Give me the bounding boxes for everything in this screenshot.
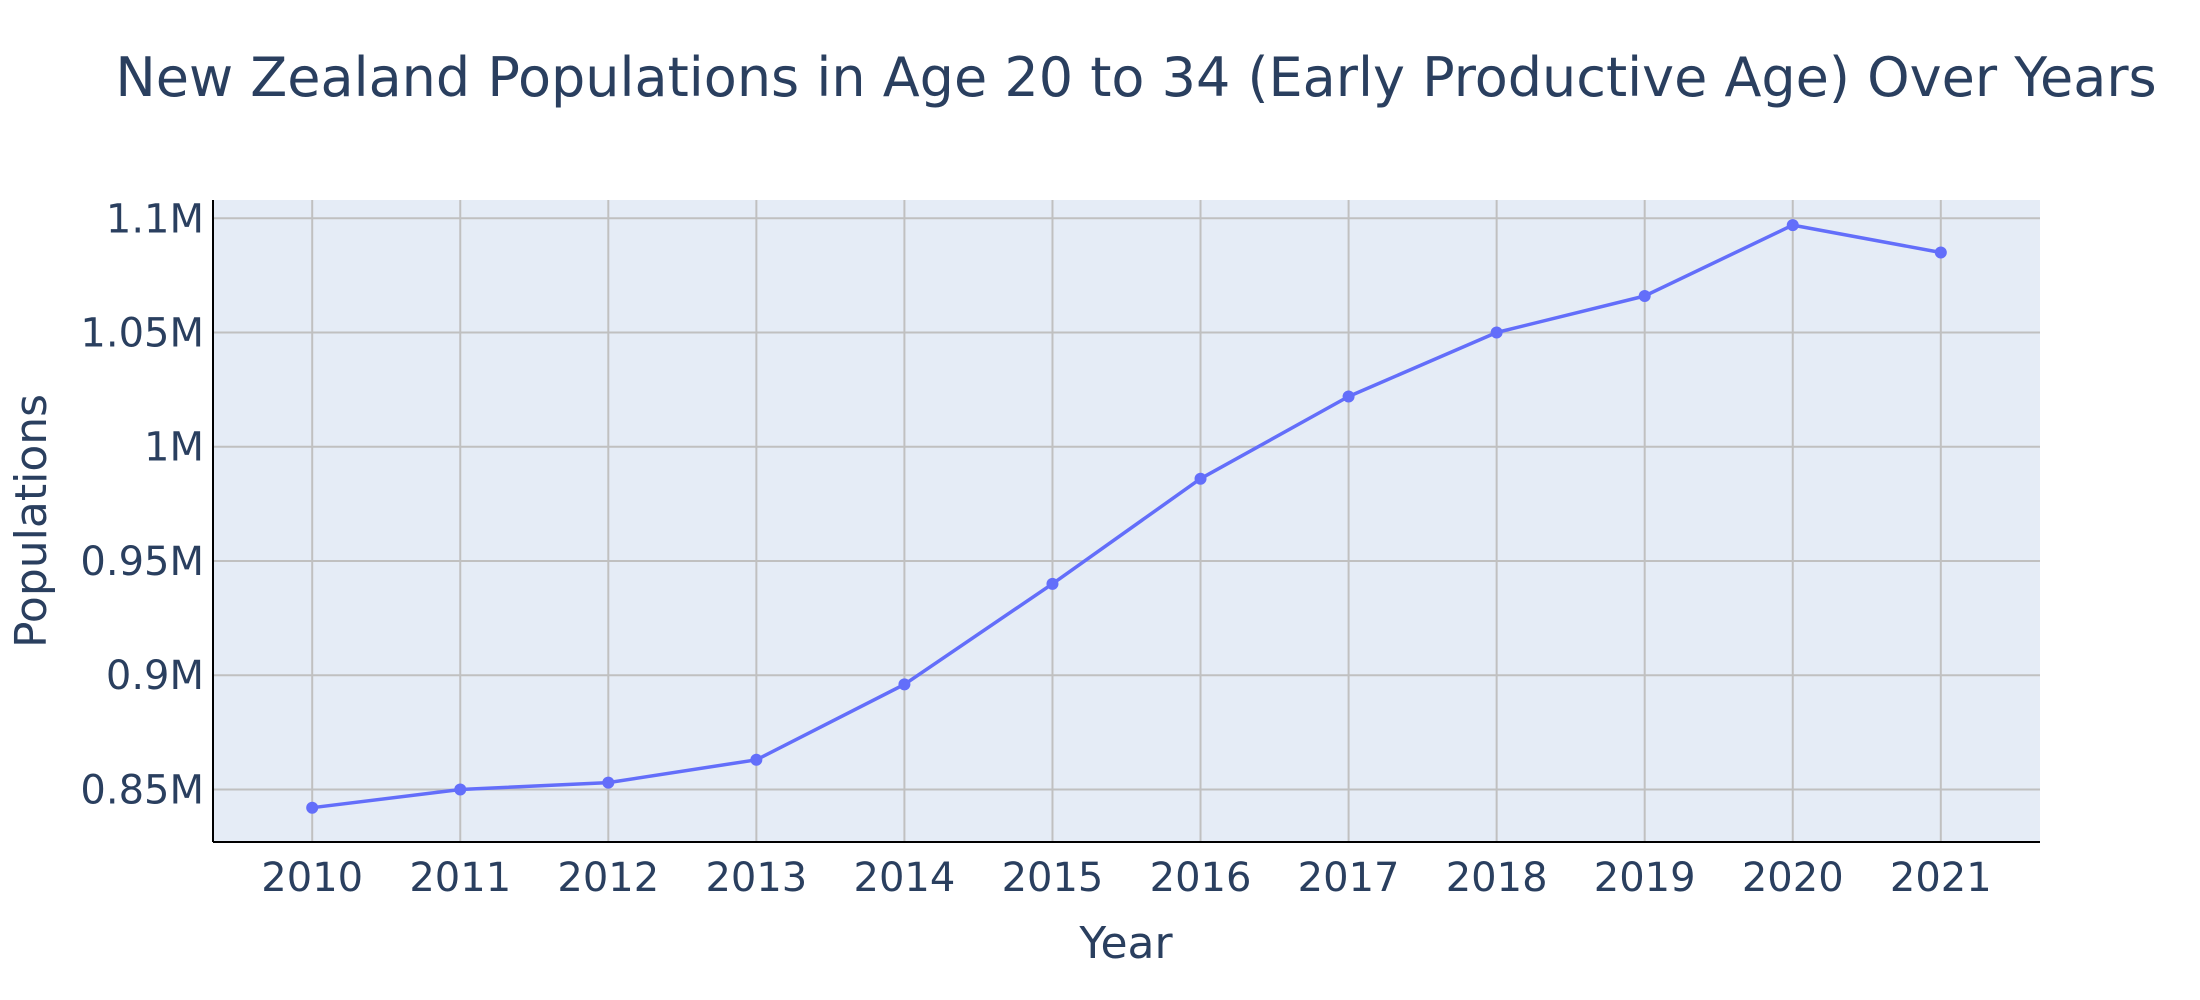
data-point-2018[interactable] xyxy=(1490,326,1503,339)
x-tick-label: 2014 xyxy=(854,855,956,901)
x-tick-label: 2021 xyxy=(1890,855,1992,901)
data-point-2021[interactable] xyxy=(1934,246,1947,259)
data-point-2010[interactable] xyxy=(306,801,319,814)
x-tick-label: 2011 xyxy=(409,855,511,901)
y-tick-label: 1M xyxy=(144,425,204,471)
x-tick-label: 2019 xyxy=(1594,855,1696,901)
x-tick-label: 2012 xyxy=(557,855,659,901)
chart-title: New Zealand Populations in Age 20 to 34 … xyxy=(115,46,2156,109)
data-point-2016[interactable] xyxy=(1194,472,1207,485)
data-point-2020[interactable] xyxy=(1786,219,1799,232)
data-point-2013[interactable] xyxy=(750,753,763,766)
x-tick-label: 2010 xyxy=(261,855,363,901)
grid-lines xyxy=(213,200,2040,842)
data-point-2019[interactable] xyxy=(1638,289,1651,302)
series-line xyxy=(311,223,1942,810)
y-tick-label: 1.1M xyxy=(106,196,204,242)
data-point-2012[interactable] xyxy=(602,776,615,789)
x-axis-title: Year xyxy=(1078,918,1173,969)
y-tick-label: 0.9M xyxy=(106,653,204,699)
x-tick-label: 2018 xyxy=(1446,855,1548,901)
data-point-2014[interactable] xyxy=(898,678,911,691)
y-tick-label: 0.95M xyxy=(80,539,204,585)
data-point-2015[interactable] xyxy=(1046,577,1059,590)
data-point-2011[interactable] xyxy=(454,783,467,796)
plot-background xyxy=(213,200,2040,842)
series-layer xyxy=(306,219,1947,814)
axes xyxy=(212,200,2040,843)
tick-labels: 2010 2011 2012 2013 2014 2015 2016 2017 2018 2019… xyxy=(80,196,1991,901)
x-tick-label: 2017 xyxy=(1298,855,1400,901)
x-tick-label: 2013 xyxy=(705,855,807,901)
x-tick-label: 2020 xyxy=(1742,855,1844,901)
x-tick-label: 2015 xyxy=(1002,855,1104,901)
y-tick-label: 1.05M xyxy=(80,311,204,357)
data-point-2017[interactable] xyxy=(1342,390,1355,403)
y-axis-title: Populations xyxy=(6,394,57,648)
y-tick-label: 0.85M xyxy=(80,767,204,813)
x-tick-label: 2016 xyxy=(1150,855,1252,901)
